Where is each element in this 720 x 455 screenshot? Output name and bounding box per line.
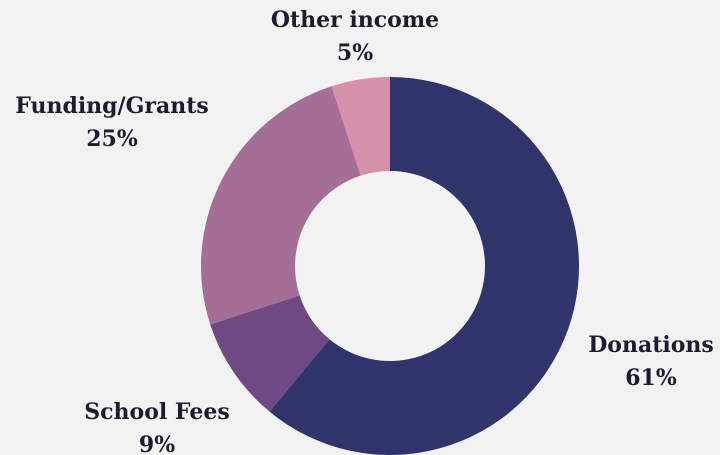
slice-category-funding-grants: Funding/Grants [15, 93, 209, 119]
slice-funding-grants [200, 86, 361, 325]
slice-label-donations: Donations 61% [588, 332, 714, 391]
donut-slices [200, 77, 579, 455]
slice-value-funding-grants: 25% [86, 126, 138, 152]
donut-labels: Donations 61% School Fees 9% Funding/Grants 2… [15, 7, 714, 455]
slice-school-fees [210, 295, 330, 412]
slice-other-income [331, 77, 390, 176]
slice-label-funding-grants: Funding/Grants 25% [15, 93, 209, 152]
slice-value-other-income: 5% [337, 40, 373, 66]
slice-category-other-income: Other income [271, 7, 439, 33]
slice-label-school-fees: School Fees 9% [84, 399, 229, 455]
slice-value-donations: 61% [625, 365, 677, 391]
slice-category-donations: Donations [588, 332, 714, 358]
slice-category-school-fees: School Fees [84, 399, 229, 425]
slice-label-other-income: Other income 5% [271, 7, 439, 66]
slice-donations [269, 77, 579, 455]
slice-value-school-fees: 9% [139, 432, 175, 455]
